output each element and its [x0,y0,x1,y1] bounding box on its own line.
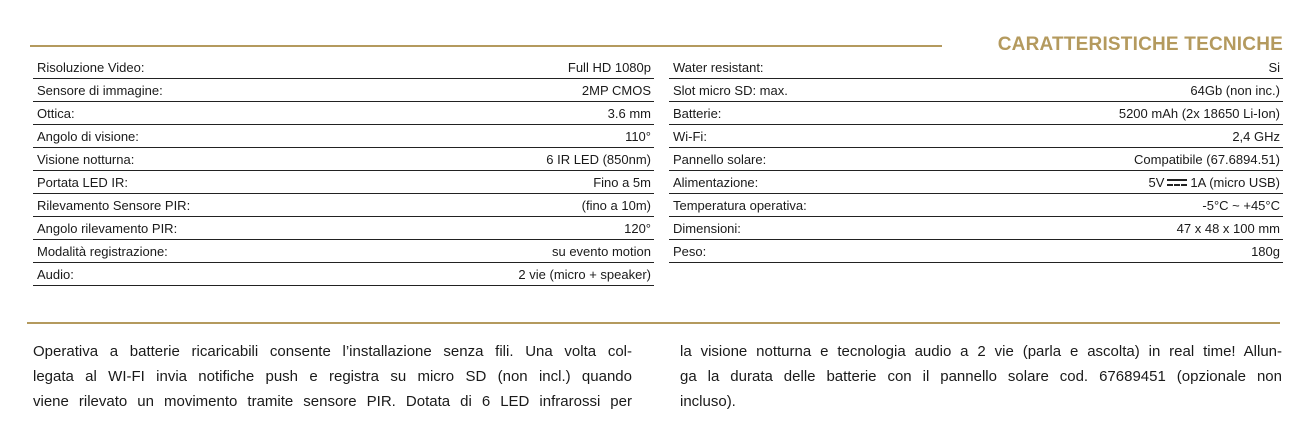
spec-value: 47 x 48 x 100 mm [1176,220,1280,236]
description-left: Operativa a batterie ricaricabili consen… [33,339,632,414]
spec-row: Risoluzione Video: Full HD 1080p [33,56,654,79]
spec-row: Audio: 2 vie (micro + speaker) [33,263,654,286]
dc-current-icon [1167,178,1188,186]
spec-label: Pannello solare: [673,151,767,167]
spec-row: Wi-Fi: 2,4 GHz [669,125,1283,148]
spec-label: Portata LED IR: [37,174,129,190]
spec-table-left: Risoluzione Video: Full HD 1080p Sensore d… [33,56,654,286]
spec-value: 64Gb (non inc.) [1190,82,1280,98]
spec-row: Portata LED IR: Fino a 5m [33,171,654,194]
spec-value: 5200 mAh (2x 18650 Li-Ion) [1118,105,1280,121]
description-line: viene rilevato un movimento tramite sens… [33,393,632,410]
spec-value: Full HD 1080p [567,59,651,75]
spec-value: Compatibile (67.6894.51) [1134,151,1280,167]
spec-value: Si [1268,59,1280,75]
spec-label: Audio: [37,266,74,282]
spec-row: Pannello solare: Compatibile (67.6894.51) [669,148,1283,171]
spec-value: 180g [1251,243,1280,259]
spec-label: Angolo di visione: [37,128,139,144]
spec-label: Ottica: [37,105,75,121]
spec-value: 3.6 mm [607,105,651,121]
spec-label: Modalità registrazione: [37,243,168,259]
spec-row: Temperatura operativa: -5°C ~ +45°C [669,194,1283,217]
spec-value: 6 IR LED (850nm) [546,151,651,167]
description-line: Operativa a batterie ricaricabili consen… [33,343,632,360]
spec-value: 2 vie (micro + speaker) [518,266,651,282]
spec-label: Risoluzione Video: [37,59,145,75]
spec-value: Fino a 5m [593,174,651,190]
spec-label: Rilevamento Sensore PIR: [37,197,191,213]
spec-label: Visione notturna: [37,151,135,167]
spec-row: Modalità registrazione: su evento motion [33,240,654,263]
section-title: CARATTERISTICHE TECNICHE [997,34,1283,55]
description-line: la visione notturna e tecnologia audio a… [680,343,1282,360]
spec-row: Peso: 180g [669,240,1283,263]
spec-value: su evento motion [551,243,651,259]
spec-row: Dimensioni: 47 x 48 x 100 mm [669,217,1283,240]
spec-value: 5V 1A (micro USB) [1149,175,1280,190]
spec-row: Rilevamento Sensore PIR: (fino a 10m) [33,194,654,217]
spec-table-right: Water resistant: Si Slot micro SD: max. 64G… [669,56,1283,263]
spec-value: 2,4 GHz [1232,128,1280,144]
spec-label: Alimentazione: [673,174,759,190]
spec-label: Temperatura operativa: [673,197,807,213]
spec-label: Slot micro SD: max. [673,82,788,98]
spec-row: Visione notturna: 6 IR LED (850nm) [33,148,654,171]
spec-value: (fino a 10m) [581,197,651,213]
spec-value: 2MP CMOS [581,82,651,98]
spec-row: Sensore di immagine: 2MP CMOS [33,79,654,102]
spec-label: Dimensioni: [673,220,741,236]
spec-value: 120° [624,220,651,236]
description-line: legata al WI-FI invia notifiche push e r… [33,368,632,385]
spec-label: Wi-Fi: [673,128,707,144]
spec-value: -5°C ~ +45°C [1202,197,1280,213]
spec-row: Ottica: 3.6 mm [33,102,654,125]
spec-row: Angolo di visione: 110° [33,125,654,148]
spec-label: Sensore di immagine: [37,82,163,98]
spec-label: Batterie: [673,105,722,121]
spec-label: Peso: [673,243,707,259]
spec-row: Slot micro SD: max. 64Gb (non inc.) [669,79,1283,102]
description-right: la visione notturna e tecnologia audio a… [680,339,1282,414]
spec-value: 110° [625,128,651,144]
top-divider [30,45,942,47]
spec-label: Angolo rilevamento PIR: [37,220,178,236]
spec-value-suffix: 1A (micro USB) [1190,174,1280,190]
description-line: incluso). [680,393,736,410]
spec-row: Water resistant: Si [669,56,1283,79]
spec-row: Batterie: 5200 mAh (2x 18650 Li-Ion) [669,102,1283,125]
spec-value-main: 5V [1148,174,1165,190]
bottom-divider [27,322,1280,324]
description-line: ga la durata delle batterie con il panne… [680,368,1282,385]
spec-row: Angolo rilevamento PIR: 120° [33,217,654,240]
spec-label: Water resistant: [673,59,764,75]
spec-row: Alimentazione: 5V 1A (micro USB) [669,171,1283,194]
